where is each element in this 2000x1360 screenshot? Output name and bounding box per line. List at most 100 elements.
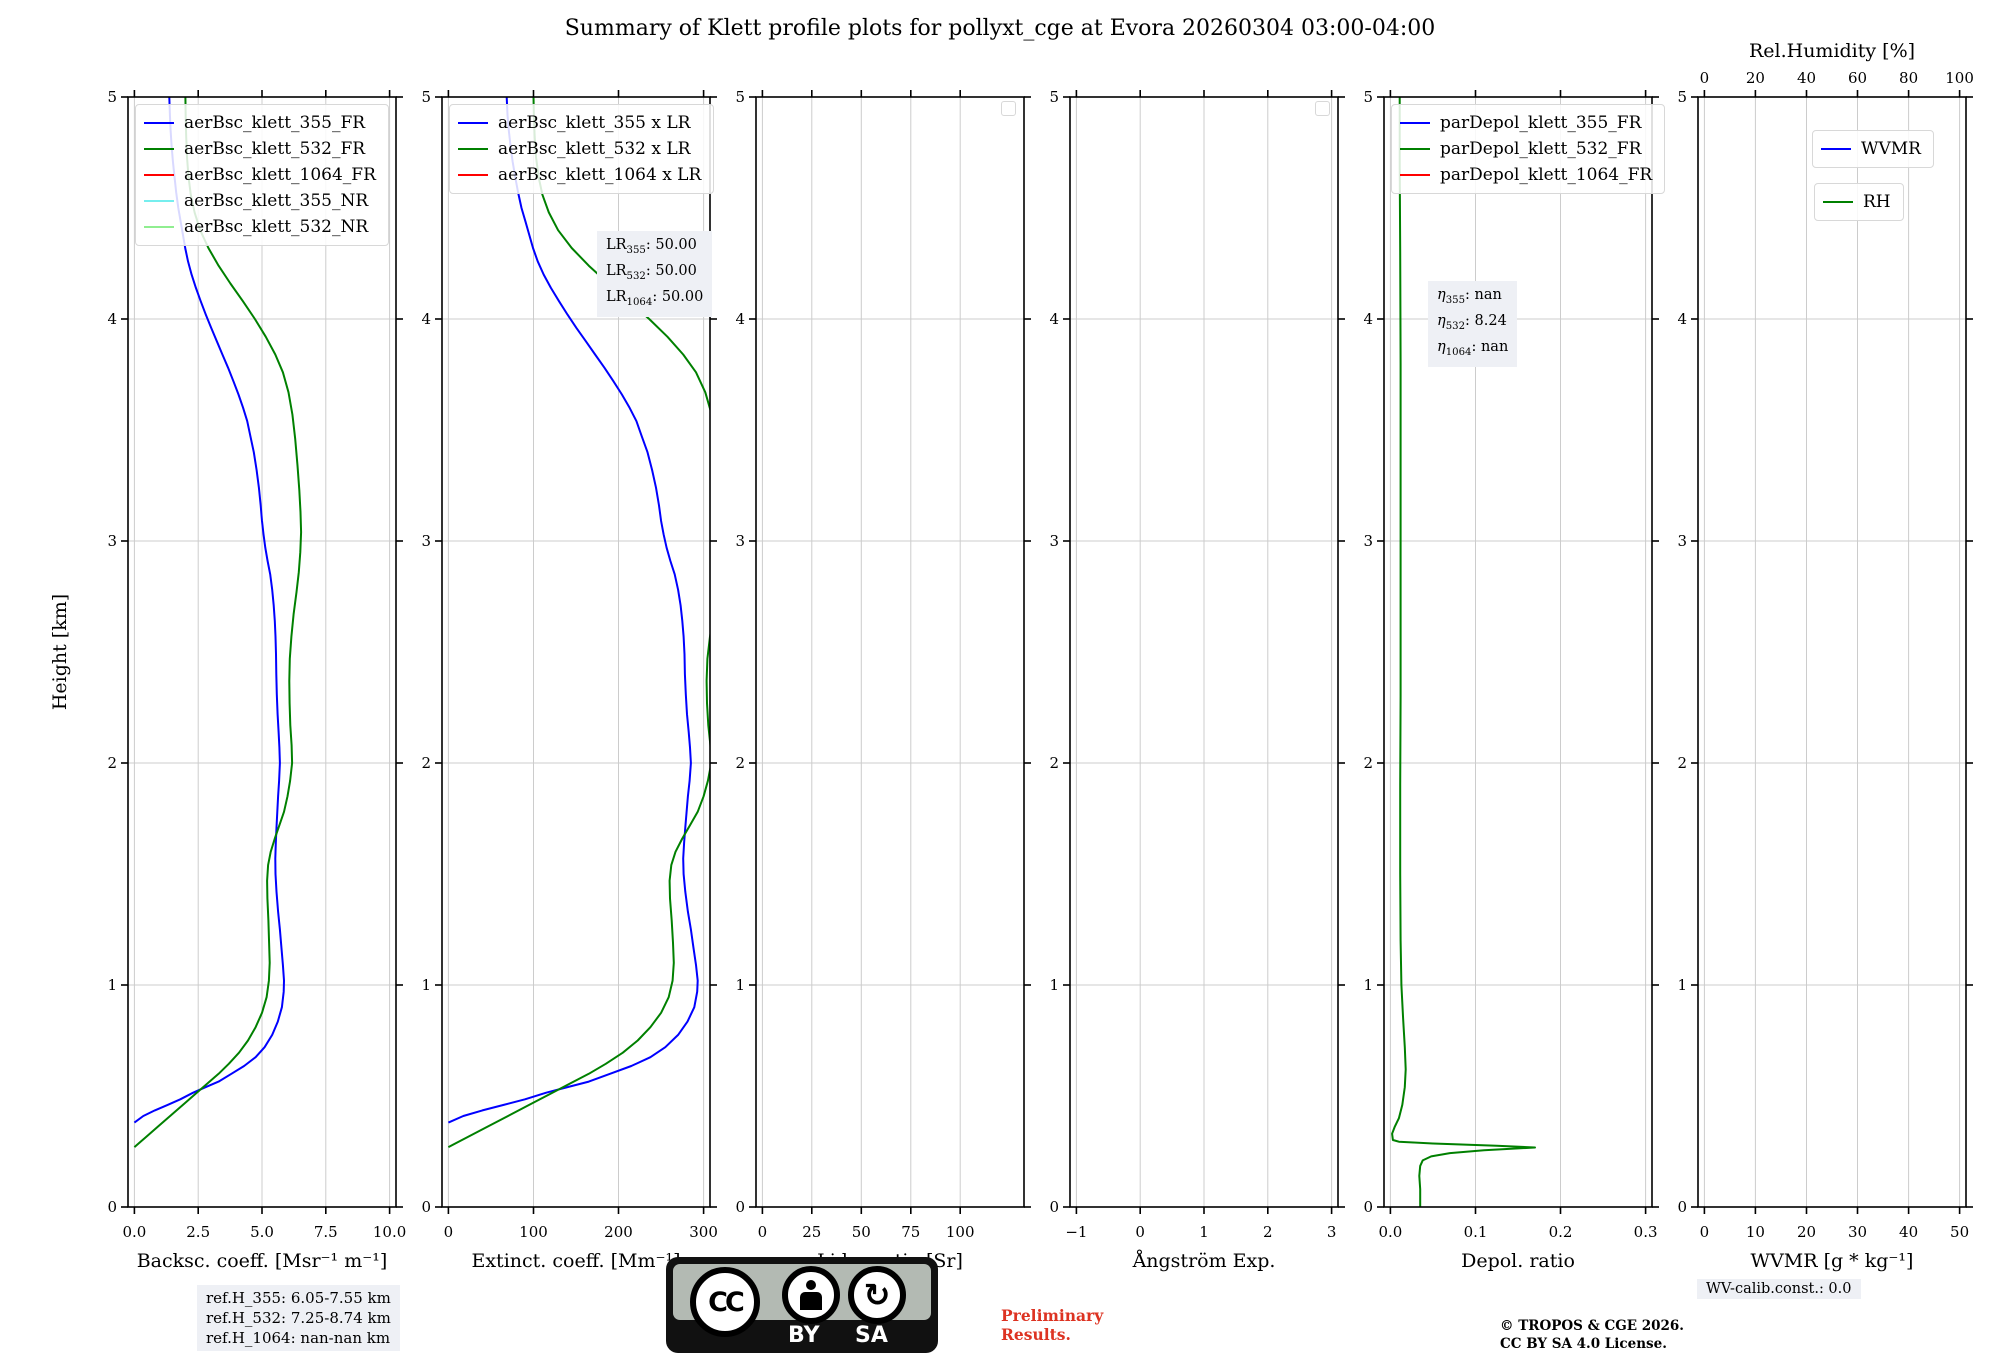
legend-label: aerBsc_klett_532_FR <box>184 139 366 159</box>
legend-line-swatch <box>144 173 174 177</box>
x-tick-label: 50 <box>852 1223 871 1241</box>
cc-by-sa-badge: CC ↻ BY SA <box>666 1257 938 1353</box>
y-tick-label: 4 <box>421 310 431 328</box>
legend-line-swatch <box>144 199 174 203</box>
x-tick-label: 0.0 <box>122 1223 146 1241</box>
y-tick-label: 1 <box>421 976 431 994</box>
annotation-line: LR1064: 50.00 <box>606 288 704 308</box>
legend-line-swatch <box>144 121 174 125</box>
legend-entry: parDepol_klett_355_FR <box>1400 110 1652 136</box>
legend-entry: aerBsc_klett_355_NR <box>144 188 376 214</box>
legend-label: aerBsc_klett_532_NR <box>184 217 369 237</box>
legend-label: parDepol_klett_532_FR <box>1440 139 1642 159</box>
x-tick-label: 0 <box>758 1223 768 1241</box>
legend-label: aerBsc_klett_1064 x LR <box>498 165 702 185</box>
top-tick-label: 0 <box>1700 69 1710 87</box>
y-tick-label: 3 <box>1677 532 1687 550</box>
ref-height-1064: ref.H_1064: nan-nan km <box>206 1329 391 1347</box>
x-tick-label: 100 <box>946 1223 975 1241</box>
cc-by-person-icon <box>782 1266 840 1324</box>
legend-entry: RH <box>1823 189 1891 215</box>
y-tick-label: 4 <box>1363 310 1373 328</box>
y-tick-label: 0 <box>735 1198 745 1216</box>
empty-legend-lidar-ratio <box>1001 101 1016 116</box>
legend-line-swatch <box>458 121 488 125</box>
legend-line-swatch <box>1823 200 1853 204</box>
preliminary-line-1: Preliminary <box>1001 1306 1104 1325</box>
y-tick-label: 5 <box>1049 88 1059 106</box>
x-axis-label: WVMR [g * kg⁻¹] <box>1751 1250 1914 1272</box>
y-tick-label: 1 <box>735 976 745 994</box>
x-tick-label: 25 <box>802 1223 821 1241</box>
x-tick-label: 0 <box>444 1223 454 1241</box>
y-tick-label: 2 <box>1677 754 1687 772</box>
y-tick-label: 0 <box>1677 1198 1687 1216</box>
legend-entry: aerBsc_klett_1064 x LR <box>458 162 701 188</box>
cc-by-label: BY <box>788 1323 820 1348</box>
x-tick-label: 0.0 <box>1378 1223 1402 1241</box>
legend-entry: aerBsc_klett_355 x LR <box>458 110 701 136</box>
annotation-line: LR355: 50.00 <box>606 237 697 256</box>
subplot-angstroem: −1 0 1 2 3 0 1 2 3 4 5 Ångström Exp. <box>1049 88 1345 1272</box>
subplot-depol-ratio: 0.0 0.1 0.2 0.3 0 1 2 3 4 5 Depol. ratio <box>1363 88 1659 1272</box>
legend-label: WVMR <box>1861 139 1921 159</box>
legend-entry: aerBsc_klett_532_FR <box>144 136 376 162</box>
x-tick-label: 20 <box>1797 1223 1816 1241</box>
top-tick-label: 80 <box>1899 69 1918 87</box>
x-tick-label: −1 <box>1065 1223 1087 1241</box>
legend-label: parDepol_klett_355_FR <box>1440 113 1642 133</box>
y-tick-label: 1 <box>1049 976 1059 994</box>
copyright-note: © TROPOS & CGE 2026. CC BY SA 4.0 Licens… <box>1500 1317 1684 1353</box>
y-tick-label: 2 <box>1363 754 1373 772</box>
annotation-depol-ratio: η355: nan η532: 8.24 η1064: nan <box>1428 281 1518 367</box>
series-aerBsc_klett_355 x LR <box>447 97 699 1124</box>
y-tick-label: 2 <box>107 754 117 772</box>
series-aerBsc_klett_532_FR <box>133 97 303 1148</box>
series-parDepol_klett_532_FR <box>1391 97 1536 1207</box>
legend-line-swatch <box>144 225 174 229</box>
x-tick-label: 300 <box>689 1223 718 1241</box>
y-tick-label: 2 <box>421 754 431 772</box>
top-tick-label: 100 <box>1945 69 1974 87</box>
legend-line-swatch <box>458 147 488 151</box>
ref-height-532: ref.H_532: 7.25-8.74 km <box>206 1309 391 1327</box>
x-tick-label: 200 <box>604 1223 633 1241</box>
x-tick-label: 10 <box>1746 1223 1765 1241</box>
annotation-line: η355: nan <box>1437 287 1502 306</box>
cc-icon: CC <box>690 1267 760 1337</box>
sa-arrow-glyph: ↻ <box>863 1276 891 1314</box>
legend-entry: parDepol_klett_532_FR <box>1400 136 1652 162</box>
legend-line-swatch <box>1400 173 1430 177</box>
legend-wvmr-2: RH <box>1814 183 1904 221</box>
axes-spines <box>1383 96 1653 1208</box>
legend-label: parDepol_klett_1064_FR <box>1440 165 1653 185</box>
y-tick-label: 4 <box>107 310 117 328</box>
x-tick-label: 0 <box>1700 1223 1710 1241</box>
x-tick-label: 3 <box>1327 1223 1337 1241</box>
x-tick-label: 5.0 <box>250 1223 274 1241</box>
annotation-line: η1064: nan <box>1437 338 1509 358</box>
x-axis-label: Backsc. coeff. [Msr⁻¹ m⁻¹] <box>137 1250 388 1272</box>
legend-label: aerBsc_klett_532 x LR <box>498 139 691 159</box>
x-axis-label: Extinct. coeff. [Mm⁻¹] <box>471 1250 680 1272</box>
y-tick-label: 5 <box>1677 88 1687 106</box>
series-aerBsc_klett_355_FR <box>133 97 285 1124</box>
legend-label: aerBsc_klett_1064_FR <box>184 165 376 185</box>
y-tick-label: 3 <box>1363 532 1373 550</box>
legend-label: aerBsc_klett_355_NR <box>184 191 369 211</box>
y-tick-label: 3 <box>1049 532 1059 550</box>
legend-label: RH <box>1863 192 1891 212</box>
cc-sa-arrow-icon: ↻ <box>848 1266 906 1324</box>
subplot-wvmr: 0 10 20 30 40 50 0 1 2 3 4 5 WVMR [g * kg⁻¹] 0 20 40 60 8… <box>1677 40 1973 1272</box>
empty-legend-angstroem <box>1315 101 1330 116</box>
legend-entry: aerBsc_klett_355_FR <box>144 110 376 136</box>
y-tick-label: 3 <box>735 532 745 550</box>
preliminary-line-2: Results. <box>1001 1325 1071 1344</box>
reference-heights-box: ref.H_355: 6.05-7.55 km ref.H_532: 7.25-… <box>197 1285 400 1351</box>
x-tick-label: 30 <box>1848 1223 1867 1241</box>
legend-line-swatch <box>1400 121 1430 125</box>
x-tick-label: 7.5 <box>314 1223 338 1241</box>
top-tick-label: 40 <box>1797 69 1816 87</box>
